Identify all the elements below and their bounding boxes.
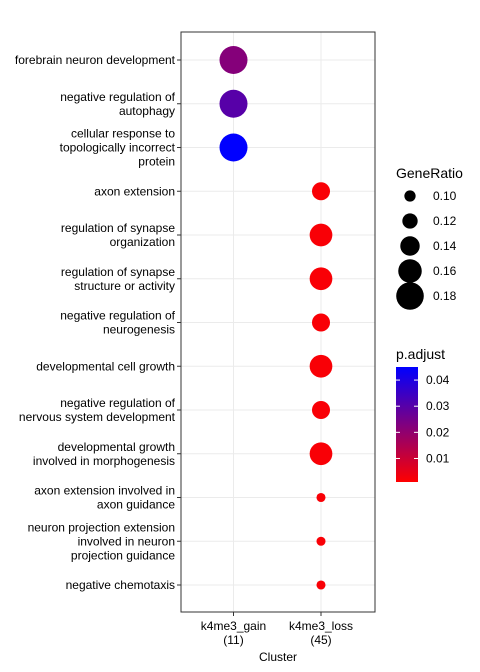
generatio-legend-key-4 [396,282,424,310]
point-forebrain-neuron-development-k4me3-gain-11 [219,46,248,74]
y-tick-label-axon-extension: axon extension [94,184,175,198]
y-tick-label-neuron-projection-extension-involved-in-neuron-projection-guidance: neuron projection extension involved in n… [28,520,176,562]
p-adjust-legend-label-2: 0.03 [426,399,450,413]
p-adjust-legend-label-3: 0.04 [426,373,450,387]
p-adjust-colorbar [396,367,418,482]
p-adjust-legend-label-1: 0.02 [426,425,450,439]
point-negative-regulation-of-nervous-system-development-k4me3-loss-45 [311,400,331,420]
y-tick-label-regulation-of-synapse-structure-or-activity: regulation of synapse structure or activi… [61,265,175,293]
point-axon-extension-involved-in-axon-guidance-k4me3-loss-45 [316,492,326,503]
y-tick-label-negative-chemotaxis: negative chemotaxis [66,578,175,592]
generatio-legend-key-1 [402,213,418,229]
generatio-legend-title: GeneRatio [396,165,463,181]
y-tick-label-negative-regulation-of-neurogenesis: negative regulation of neurogenesis [60,309,175,337]
x-tick-label-k4me3-loss-45: k4me3_loss (45) [289,619,353,647]
x-tick-label-k4me3-gain-11: k4me3_gain (11) [201,619,266,647]
generatio-legend-label-1: 0.12 [433,214,457,228]
point-negative-regulation-of-neurogenesis-k4me3-loss-45 [311,313,331,332]
point-neuron-projection-extension-involved-in-neuron-projection-guidance-k4me3-loss-45 [316,536,326,546]
x-axis: k4me3_gain (11) k4me3_loss (45) [201,612,353,647]
point-negative-chemotaxis-k4me3-loss-45 [316,580,326,590]
y-tick-label-cellular-response-to-topologically-incorrect-protein: cellular response to topologically incorr… [60,127,176,169]
point-negative-regulation-of-autophagy-k4me3-gain-11 [219,89,248,118]
point-cellular-response-to-topologically-incorrect-protein-k4me3-gain-11 [219,133,248,162]
point-developmental-cell-growth-k4me3-loss-45 [309,354,333,378]
grid-lines [181,32,375,612]
y-tick-label-negative-regulation-of-autophagy: negative regulation of autophagy [60,90,175,118]
y-tick-label-forebrain-neuron-development: forebrain neuron development [15,53,176,67]
point-axon-extension-k4me3-loss-45 [311,182,331,201]
generatio-legend-label-2: 0.14 [433,239,457,253]
point-regulation-of-synapse-structure-or-activity-k4me3-loss-45 [309,267,333,291]
generatio-legend-key-0 [404,190,416,202]
p-adjust-legend-title: p.adjust [396,346,445,362]
y-tick-label-regulation-of-synapse-organization: regulation of synapse organization [61,221,175,249]
y-axis: forebrain neuron development negative reg… [15,53,181,592]
x-axis-title: Cluster [259,650,297,664]
generatio-legend-label-3: 0.16 [433,264,457,278]
y-tick-label-developmental-cell-growth: developmental cell growth [36,359,175,373]
y-tick-label-axon-extension-involved-in-axon-guidance: axon extension involved in axon guidance [34,484,175,512]
data-points [219,46,333,590]
p-adjust-legend-label-0: 0.01 [426,451,450,465]
generatio-legend-key-3 [398,259,422,283]
generatio-legend: GeneRatio 0.10 0.12 0.14 0.16 0.18 [396,165,463,310]
p-adjust-legend: p.adjust 0.01 0.02 0.03 0.04 [396,346,450,482]
point-developmental-growth-involved-in-morphogenesis-k4me3-loss-45 [309,442,333,466]
point-regulation-of-synapse-organization-k4me3-loss-45 [309,223,333,247]
generatio-legend-key-2 [400,236,420,256]
generatio-legend-label-0: 0.10 [433,189,457,203]
y-tick-label-developmental-growth-involved-in-morphogenesis: developmental growth involved in morphoge… [33,440,175,468]
y-tick-label-negative-regulation-of-nervous-system-development: negative regulation of nervous system dev… [19,396,176,424]
generatio-legend-label-4: 0.18 [433,289,457,303]
